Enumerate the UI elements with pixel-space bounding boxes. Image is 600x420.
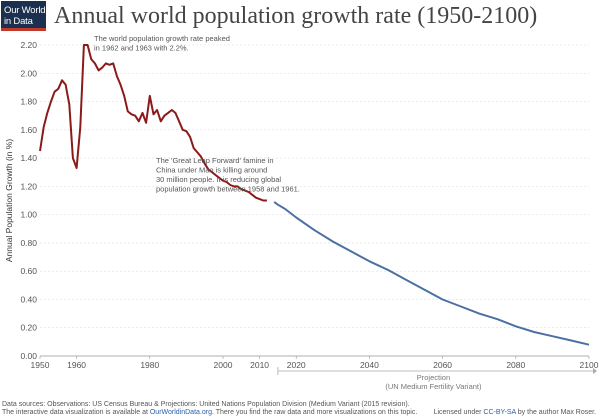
y-tick-label: 1.80 (20, 97, 37, 107)
annotation-text: The 'Great Leap Forward' famine in (156, 156, 274, 165)
x-tick-label: 1950 (31, 360, 50, 370)
x-tick-label: 2060 (433, 360, 452, 370)
y-tick-label: 1.40 (20, 153, 37, 163)
logo-accent-bar (1, 28, 46, 31)
annotation-text: in 1962 and 1963 with 2.2%. (94, 44, 189, 53)
projection-arrow-icon (593, 368, 597, 374)
y-tick-label: 0.40 (20, 294, 37, 304)
footer-interactive: The interactive data visualization is av… (2, 409, 417, 416)
observations-line (39, 44, 267, 202)
x-tick-label: 2000 (214, 360, 233, 370)
x-tick-label: 2020 (287, 360, 306, 370)
y-axis-label: Annual Population Growth (in %) (4, 139, 14, 262)
annotation-text: The world population growth rate peaked (94, 34, 230, 43)
license-post: by the author Max Roser. (515, 409, 596, 416)
logo-line2: in Data (4, 16, 33, 27)
y-tick-label: 0.00 (20, 351, 37, 361)
footer-text-pre: The interactive data visualization is av… (2, 409, 150, 416)
owid-logo[interactable]: Our World in Data (1, 1, 46, 31)
y-tick-label: 1.20 (20, 181, 37, 191)
projection-line (273, 201, 590, 346)
footer-text-post: . There you find the raw data and more v… (211, 409, 418, 416)
license-link[interactable]: CC-BY-SA (483, 409, 516, 416)
annotation-text: 30 million people. It is reducing global (156, 175, 281, 184)
y-tick-label: 0.20 (20, 323, 37, 333)
chart-title: Annual world population growth rate (195… (54, 3, 538, 29)
y-tick-label: 0.80 (20, 238, 37, 248)
y-tick-label: 2.20 (20, 40, 37, 50)
annotation-text: population growth between 1958 and 1961. (156, 185, 300, 194)
projection-label: Projection (417, 373, 450, 382)
x-tick-label: 2010 (250, 360, 269, 370)
license-note: Licensed under CC-BY-SA by the author Ma… (434, 409, 596, 416)
y-tick-label: 1.00 (20, 210, 37, 220)
owid-link[interactable]: OurWorldinData.org (149, 409, 212, 416)
x-tick-label: 2040 (360, 360, 379, 370)
x-tick-label: 1980 (140, 360, 159, 370)
annotation-text: China under Mao is killing around (156, 166, 267, 175)
y-tick-label: 2.00 (20, 68, 37, 78)
x-tick-label: 1960 (67, 360, 86, 370)
logo-line1: Our World (4, 5, 46, 16)
license-pre: Licensed under (433, 409, 484, 416)
x-tick-label: 2100 (580, 360, 599, 370)
x-tick-label: 2080 (506, 360, 525, 370)
projection-label: (UN Medium Fertility Variant) (385, 382, 482, 391)
y-tick-label: 0.60 (20, 266, 37, 276)
footer-sources: Data sources: Observations: US Census Bu… (2, 401, 410, 408)
y-tick-label: 1.60 (20, 125, 37, 135)
